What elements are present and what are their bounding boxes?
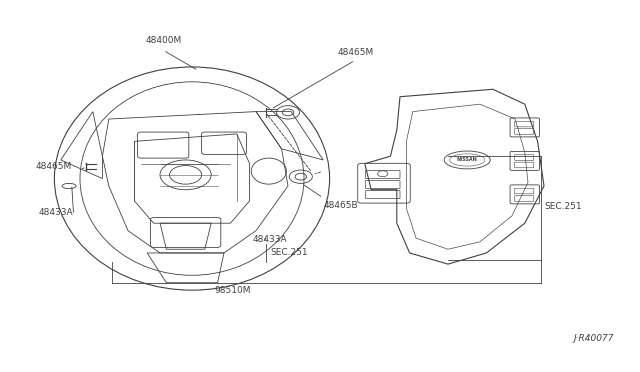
Text: J·R40077: J·R40077 [574,334,614,343]
Text: 48465M: 48465M [337,48,373,57]
Text: SEC.251: SEC.251 [544,202,582,211]
Text: 48433A: 48433A [253,235,287,244]
Text: SEC.251: SEC.251 [270,248,308,257]
Text: NISSAN: NISSAN [457,157,477,163]
Text: 48400M: 48400M [145,36,181,45]
Text: 48433A: 48433A [38,208,73,217]
Text: 48465M: 48465M [35,162,72,171]
Text: 48465B: 48465B [323,201,358,210]
Text: 98510M: 98510M [214,286,251,295]
